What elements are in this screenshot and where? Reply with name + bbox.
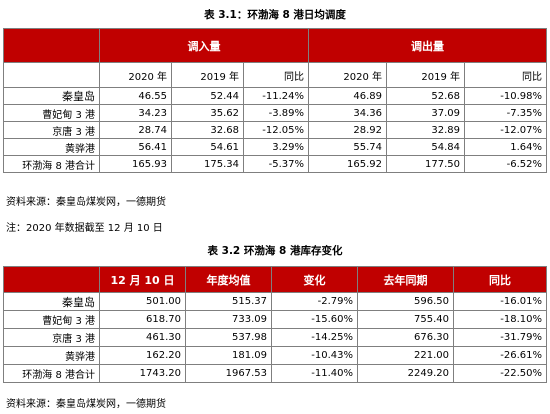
cell: 56.41 [99,138,172,156]
cell: -7.35% [464,104,547,122]
column-header: 去年同期 [357,266,454,293]
cell: -5.37% [243,155,309,173]
cell: 461.30 [99,328,186,347]
cell: 28.74 [99,121,172,139]
cell: 54.84 [386,138,465,156]
cell: 46.55 [99,87,172,105]
cell: -6.52% [464,155,547,173]
table1-caption: 表 3.1：环渤海 8 港日均调度 [204,9,346,21]
cell: -26.61% [453,346,547,365]
cell: -12.05% [243,121,309,139]
cell: 1743.20 [99,364,186,383]
sub-header: 2020 年 [99,62,172,88]
cell: 32.68 [171,121,244,139]
port-name: 秦皇岛 [3,292,100,311]
cell: 37.09 [386,104,465,122]
cell: -11.24% [243,87,309,105]
table2-corner [3,266,100,293]
cell: 1.64% [464,138,547,156]
outbound-header: 调出量 [308,28,547,63]
cell: -2.79% [271,292,358,311]
port-name: 环渤海 8 港合计 [3,364,100,383]
port-name: 环渤海 8 港合计 [3,155,100,173]
table-row: 曹妃甸 3 港 34.23 35.62 -3.89% 34.36 37.09 -… [3,104,547,122]
cell: -15.60% [271,310,358,329]
source-note-2: 资料来源：秦皇岛煤炭网，一德期货 [6,399,166,410]
cell: 1967.53 [185,364,272,383]
cell: -22.50% [453,364,547,383]
cell: 618.70 [99,310,186,329]
table1-sub-corner [3,62,100,88]
table-row: 黄骅港 56.41 54.61 3.29% 55.74 54.84 1.64% [3,138,547,156]
table-row: 京唐 3 港 28.74 32.68 -12.05% 28.92 32.89 -… [3,121,547,139]
column-header: 12 月 10 日 [99,266,186,293]
cell: 596.50 [357,292,454,311]
port-name: 京唐 3 港 [3,121,100,139]
column-header: 变化 [271,266,358,293]
source-note-1: 资料来源：秦皇岛煤炭网，一德期货 [6,197,166,208]
cell: -12.07% [464,121,547,139]
column-header: 同比 [453,266,547,293]
cell: -10.98% [464,87,547,105]
cell: 162.20 [99,346,186,365]
port-name: 黄骅港 [3,346,100,365]
cell: 28.92 [308,121,387,139]
cell: 46.89 [308,87,387,105]
cell: 165.93 [99,155,172,173]
cell: 52.44 [171,87,244,105]
cell: 165.92 [308,155,387,173]
sub-header: 同比 [464,62,547,88]
cell: 34.36 [308,104,387,122]
table-row: 秦皇岛 46.55 52.44 -11.24% 46.89 52.68 -10.… [3,87,547,105]
cell: 676.30 [357,328,454,347]
cell: 55.74 [308,138,387,156]
cell: -14.25% [271,328,358,347]
port-name: 曹妃甸 3 港 [3,310,100,329]
table-row: 环渤海 8 港合计 1743.20 1967.53 -11.40% 2249.2… [3,364,547,383]
inbound-header: 调入量 [99,28,309,63]
port-name: 曹妃甸 3 港 [3,104,100,122]
table-row: 黄骅港 162.20 181.09 -10.43% 221.00 -26.61% [3,346,547,365]
cell: 221.00 [357,346,454,365]
cell: -10.43% [271,346,358,365]
sub-header: 2019 年 [386,62,465,88]
port-name: 京唐 3 港 [3,328,100,347]
cell: -31.79% [453,328,547,347]
cell: 52.68 [386,87,465,105]
cell: 501.00 [99,292,186,311]
cell: -3.89% [243,104,309,122]
cell: 515.37 [185,292,272,311]
table-row: 曹妃甸 3 港 618.70 733.09 -15.60% 755.40 -18… [3,310,547,329]
cell: 35.62 [171,104,244,122]
table-row: 京唐 3 港 461.30 537.98 -14.25% 676.30 -31.… [3,328,547,347]
sub-header: 2019 年 [171,62,244,88]
cell: 3.29% [243,138,309,156]
column-header: 年度均值 [185,266,272,293]
cell: -16.01% [453,292,547,311]
cell: 181.09 [185,346,272,365]
cell: 2249.20 [357,364,454,383]
table2-caption: 表 3.2 环渤海 8 港库存变化 [207,245,343,257]
cell: 54.61 [171,138,244,156]
table-row: 秦皇岛 501.00 515.37 -2.79% 596.50 -16.01% [3,292,547,311]
cell: -11.40% [271,364,358,383]
cell: 733.09 [185,310,272,329]
table-row: 环渤海 8 港合计 165.93 175.34 -5.37% 165.92 17… [3,155,547,173]
port-name: 黄骅港 [3,138,100,156]
cell: 755.40 [357,310,454,329]
sub-header: 同比 [243,62,309,88]
table1-corner [3,28,100,63]
sub-header: 2020 年 [308,62,387,88]
cell: 177.50 [386,155,465,173]
cell: 32.89 [386,121,465,139]
cell: 34.23 [99,104,172,122]
inventory-change-table: 12 月 10 日 年度均值 变化 去年同期 同比 秦皇岛 501.00 515… [3,266,547,383]
cell: 537.98 [185,328,272,347]
port-name: 秦皇岛 [3,87,100,105]
date-note: 注：2020 年数据截至 12 月 10 日 [6,223,163,234]
cell: -18.10% [453,310,547,329]
daily-dispatch-table: 调入量 调出量 2020 年 2019 年 同比 2020 年 2019 年 同… [3,28,547,173]
cell: 175.34 [171,155,244,173]
